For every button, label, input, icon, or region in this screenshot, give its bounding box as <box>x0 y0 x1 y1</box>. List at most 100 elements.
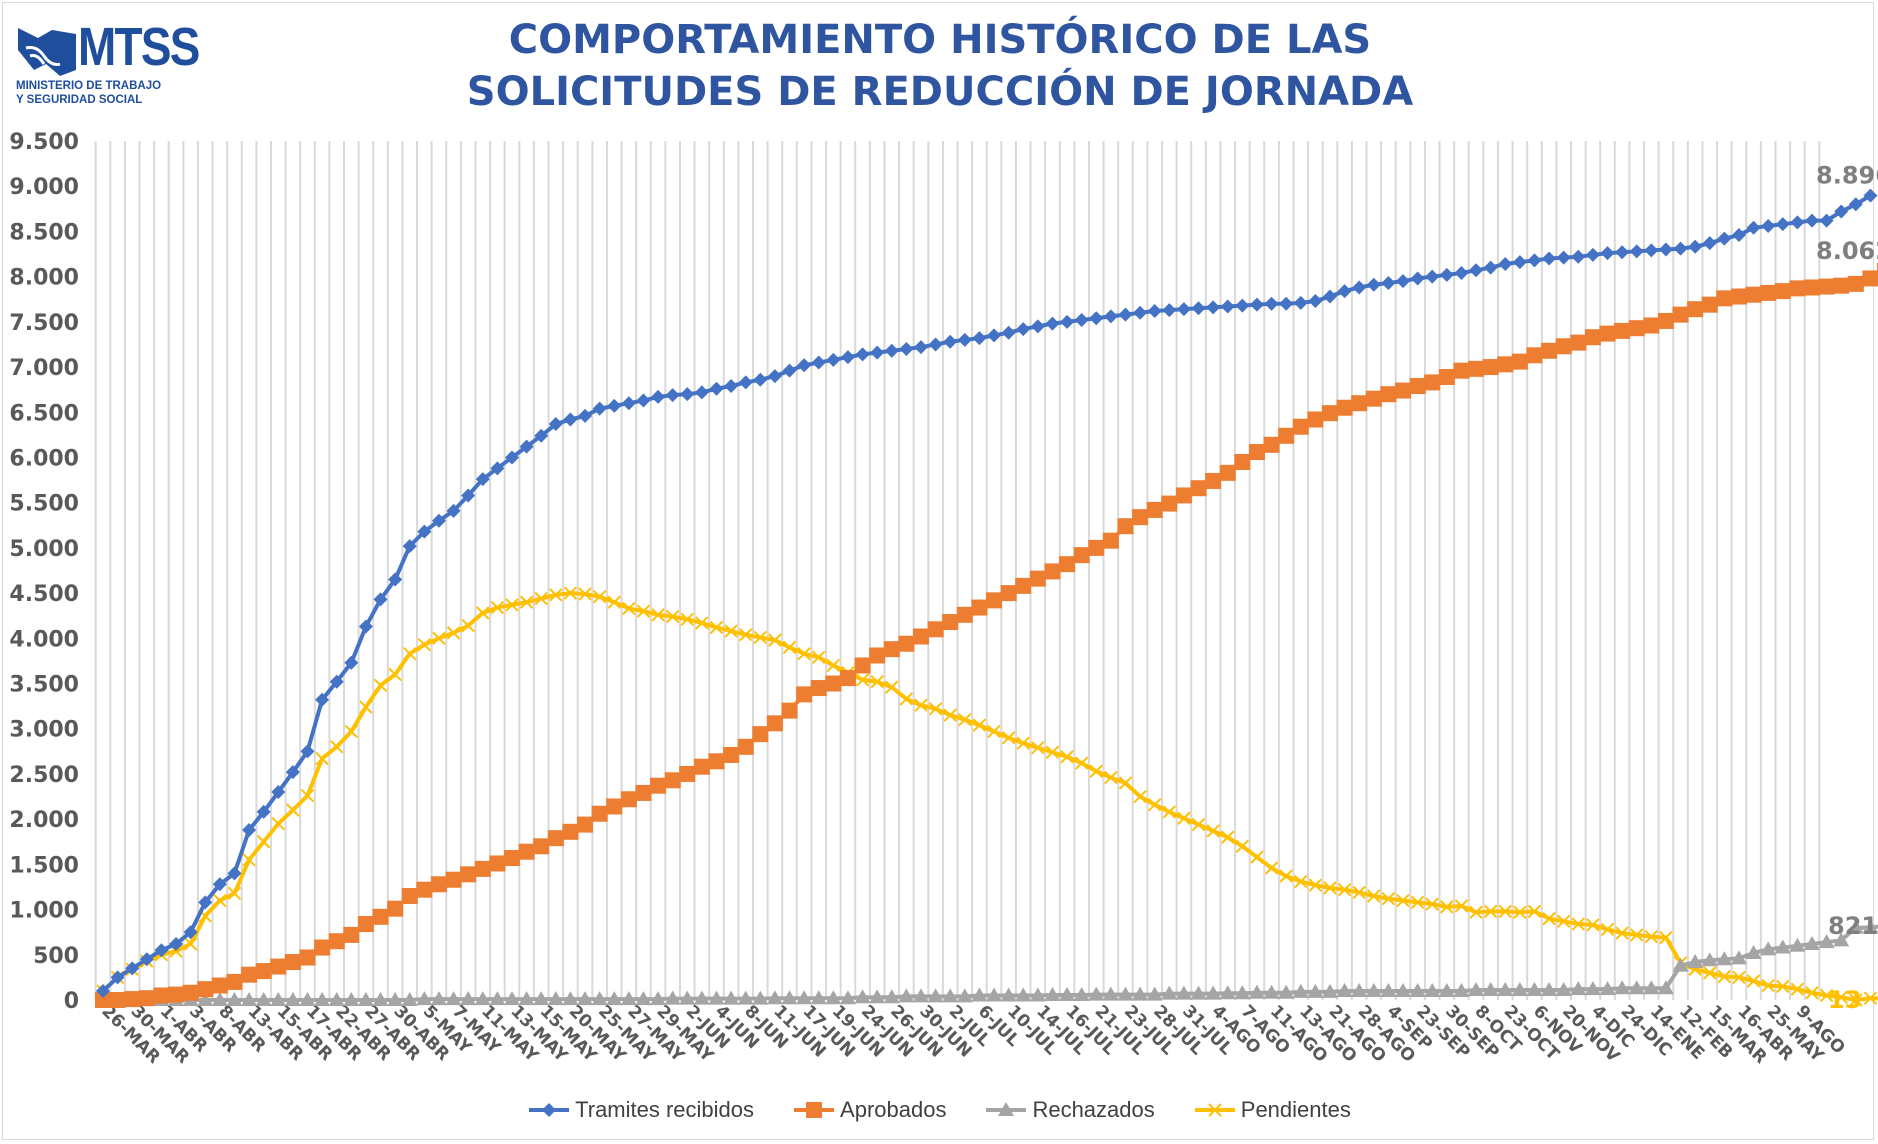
data-point-x <box>870 675 884 689</box>
data-point-diamond <box>651 389 666 404</box>
data-point-x <box>549 588 563 602</box>
data-point-square <box>1804 279 1820 296</box>
data-point-triangle <box>226 992 243 1006</box>
data-point-square <box>883 641 900 658</box>
data-point-triangle <box>1599 981 1616 996</box>
data-point-diamond <box>1103 309 1118 324</box>
series-tramites-recibidos <box>96 188 1878 998</box>
data-point-diamond <box>1775 217 1790 232</box>
data-point-x <box>695 616 709 630</box>
data-point-diamond <box>1089 311 1104 326</box>
data-point-x <box>1279 869 1293 883</box>
data-point-x <box>1790 982 1805 996</box>
data-point-diamond <box>1483 260 1498 275</box>
data-point-x <box>1659 930 1673 945</box>
data-point-triangle <box>1555 982 1572 997</box>
mtss-logo: MTSS MINISTERIO DE TRABAJO Y SEGURIDAD S… <box>16 14 206 109</box>
data-point-x <box>227 886 242 901</box>
data-point-triangle <box>839 990 856 1005</box>
data-point-square <box>664 772 681 789</box>
data-point-triangle <box>1453 982 1470 997</box>
data-point-triangle <box>1365 982 1382 997</box>
legend-label: Tramites recibidos <box>575 1097 755 1122</box>
data-point-square <box>168 986 185 1003</box>
data-point-diamond <box>1220 299 1235 314</box>
data-point-triangle <box>416 991 433 1006</box>
y-tick-label: 1.000 <box>9 899 79 924</box>
data-point-x <box>1294 874 1308 889</box>
data-point-square <box>1263 436 1280 453</box>
data-point-triangle <box>854 989 871 1004</box>
data-point-square <box>211 977 228 994</box>
logo-ministry-line1: MINISTERIO DE TRABAJO <box>16 80 162 92</box>
data-point-triangle <box>445 991 462 1006</box>
logo-wordmark: MTSS <box>78 17 200 77</box>
y-tick-label: 2.500 <box>9 763 79 788</box>
grid-lines <box>94 141 1821 1000</box>
data-point-square <box>927 621 944 638</box>
data-point-diamond <box>943 334 958 349</box>
y-tick-label: 3.000 <box>9 718 79 743</box>
data-point-triangle <box>737 990 754 1005</box>
data-point-triangle <box>1029 987 1046 1002</box>
data-point-triangle <box>1643 980 1660 995</box>
data-point-diamond <box>680 387 695 402</box>
data-point-diamond <box>300 744 315 759</box>
data-point-square <box>752 726 769 743</box>
data-point-x <box>1732 970 1746 985</box>
data-point-square <box>547 830 564 847</box>
data-point-square <box>1438 368 1455 385</box>
data-point-triangle <box>1380 982 1397 997</box>
data-point-triangle <box>693 990 710 1005</box>
data-point-diamond <box>534 428 549 443</box>
data-point-x <box>578 587 592 601</box>
data-point-square <box>460 866 477 883</box>
data-point-triangle <box>284 992 301 1006</box>
chart-title-line-1: COMPORTAMIENTO HISTÓRICO DE LAS <box>508 17 1372 63</box>
data-point-x <box>1542 911 1556 926</box>
data-point-diamond <box>417 524 432 539</box>
data-point-diamond <box>271 785 286 800</box>
data-point-square <box>1657 312 1674 329</box>
data-point-x <box>1527 904 1542 919</box>
data-point-triangle <box>912 988 929 1003</box>
data-point-x <box>1191 817 1206 832</box>
data-point-triangle <box>1541 982 1558 997</box>
data-point-x <box>505 598 519 612</box>
data-point-x <box>1206 824 1220 838</box>
data-point-square <box>1614 322 1631 339</box>
data-point-triangle <box>1088 986 1105 1001</box>
data-point-diamond <box>1016 322 1031 337</box>
data-point-diamond <box>1454 266 1469 281</box>
data-point-diamond <box>782 363 797 378</box>
data-point-x <box>768 633 782 647</box>
data-point-triangle <box>781 990 798 1005</box>
data-point-triangle <box>956 988 973 1003</box>
data-point-diamond <box>1629 244 1644 259</box>
legend-label: Pendientes <box>1240 1097 1351 1122</box>
series-rechazados <box>95 919 1878 1006</box>
data-point-triangle <box>1059 987 1076 1002</box>
data-point-square <box>912 628 929 645</box>
data-point-x <box>592 590 607 604</box>
data-point-x <box>738 627 753 642</box>
data-point-triangle <box>474 991 491 1006</box>
y-tick-label: 3.500 <box>9 673 79 698</box>
data-point-x <box>1118 776 1133 790</box>
data-point-triangle <box>825 990 842 1005</box>
data-point-triangle <box>752 990 769 1005</box>
data-point-triangle <box>1760 941 1777 956</box>
data-point-triangle <box>1102 986 1119 1001</box>
y-tick-label: 7.000 <box>9 356 79 381</box>
data-point-x <box>943 708 957 722</box>
data-point-triangle <box>708 990 725 1005</box>
data-point-triangle <box>1584 981 1601 996</box>
data-point-x <box>1425 897 1439 911</box>
data-point-triangle <box>1278 984 1295 999</box>
data-point-x <box>1147 797 1162 812</box>
data-point-x <box>476 606 490 620</box>
data-point-square <box>503 850 520 867</box>
data-point-square <box>1351 395 1368 412</box>
data-point-x <box>300 788 315 803</box>
data-point-diamond <box>1191 301 1206 316</box>
